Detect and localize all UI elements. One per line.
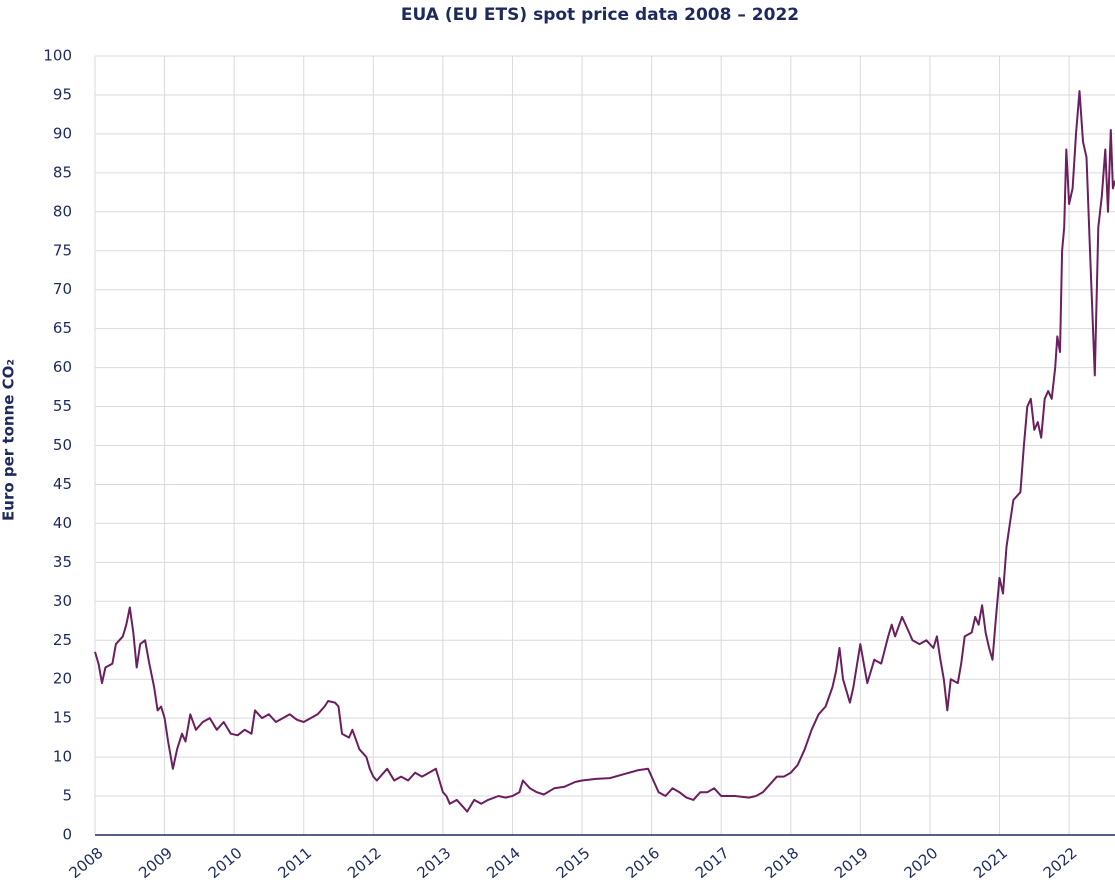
y-tick-label: 15	[53, 709, 72, 727]
y-tick-label: 100	[43, 47, 72, 65]
y-tick-label: 40	[53, 514, 72, 532]
y-tick-label: 30	[53, 592, 72, 610]
x-tick-label: 2017	[692, 844, 733, 882]
y-tick-label: 55	[53, 397, 72, 415]
y-tick-label: 25	[53, 631, 72, 649]
x-tick-label: 2018	[761, 844, 802, 882]
x-tick-label: 2011	[274, 844, 315, 882]
price-line	[94, 90, 1115, 813]
x-tick-label: 2016	[622, 844, 663, 882]
y-tick-label: 0	[62, 826, 72, 844]
y-tick-label: 85	[53, 163, 72, 181]
y-tick-label: 60	[53, 358, 72, 376]
y-axis-label: Euro per tonne CO₂	[0, 359, 18, 521]
x-tick-label: 2021	[970, 844, 1011, 882]
x-tick-label: 2009	[135, 844, 176, 882]
x-tick-label: 2020	[901, 844, 942, 882]
y-tick-label: 80	[53, 202, 72, 220]
y-tick-label: 20	[53, 670, 72, 688]
y-tick-label: 45	[53, 475, 72, 493]
y-tick-label: 50	[53, 436, 72, 454]
y-tick-label: 95	[53, 85, 72, 103]
x-tick-label: 2012	[344, 844, 385, 882]
x-tick-label: 2015	[553, 844, 594, 882]
y-tick-label: 35	[53, 553, 72, 571]
y-tick-label: 10	[53, 748, 72, 766]
x-tick-label: 2008	[66, 844, 107, 882]
x-tick-label: 2014	[483, 844, 524, 882]
y-tick-label: 75	[53, 241, 72, 259]
y-tick-label: 90	[53, 124, 72, 142]
x-tick-label: 2019	[831, 844, 872, 882]
chart-title: EUA (EU ETS) spot price data 2008 – 2022	[401, 5, 799, 25]
x-tick-label: 2010	[205, 844, 246, 882]
y-tick-label: 70	[53, 280, 72, 298]
x-tick-label: 2022	[1040, 844, 1081, 882]
x-tick-label: 2013	[414, 844, 455, 882]
y-tick-label: 65	[53, 319, 72, 337]
y-tick-label: 5	[62, 787, 72, 805]
